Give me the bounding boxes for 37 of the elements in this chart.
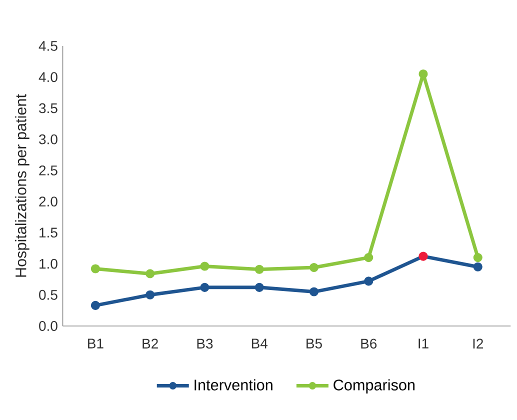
x-tick-label: B5 <box>306 338 322 348</box>
y-tick-label: 2.0 <box>39 196 58 207</box>
legend-label: Comparison <box>334 379 415 394</box>
point <box>418 252 428 261</box>
y-axis-title: Hospitalizations per patient <box>15 94 30 277</box>
point <box>200 262 210 271</box>
x-tick-label: B3 <box>197 338 213 349</box>
x-tick-label: B1 <box>88 338 104 348</box>
point <box>473 262 482 272</box>
point <box>146 269 155 278</box>
y-tick-label: 3.0 <box>39 134 58 144</box>
y-tick-label: 4.0 <box>38 72 58 82</box>
point <box>418 69 428 79</box>
y-tick-label: 1.0 <box>40 258 58 269</box>
x-tick-label: B2 <box>142 338 158 348</box>
point <box>146 290 155 300</box>
y-tick-label: 3.5 <box>39 103 58 114</box>
x-tick-label: B4 <box>252 338 268 348</box>
point <box>90 300 100 310</box>
y-tick-label: 0.0 <box>39 321 58 331</box>
y-tick-label: 0.5 <box>39 290 58 300</box>
legend-label: Intervention <box>194 379 272 390</box>
point <box>254 264 264 274</box>
x-tick-label: I1 <box>418 338 428 348</box>
y-tick-label: 4.5 <box>38 41 58 51</box>
point <box>364 276 374 286</box>
point <box>90 264 100 274</box>
point <box>254 282 264 292</box>
x-tick-label: B6 <box>361 338 377 349</box>
point <box>200 282 210 292</box>
point <box>473 253 482 262</box>
point <box>309 287 319 296</box>
x-tick-label: I2 <box>473 338 483 348</box>
point <box>309 262 319 272</box>
y-tick-label: 2.5 <box>39 165 58 176</box>
y-tick-label: 1.5 <box>40 228 58 238</box>
point <box>364 253 374 262</box>
